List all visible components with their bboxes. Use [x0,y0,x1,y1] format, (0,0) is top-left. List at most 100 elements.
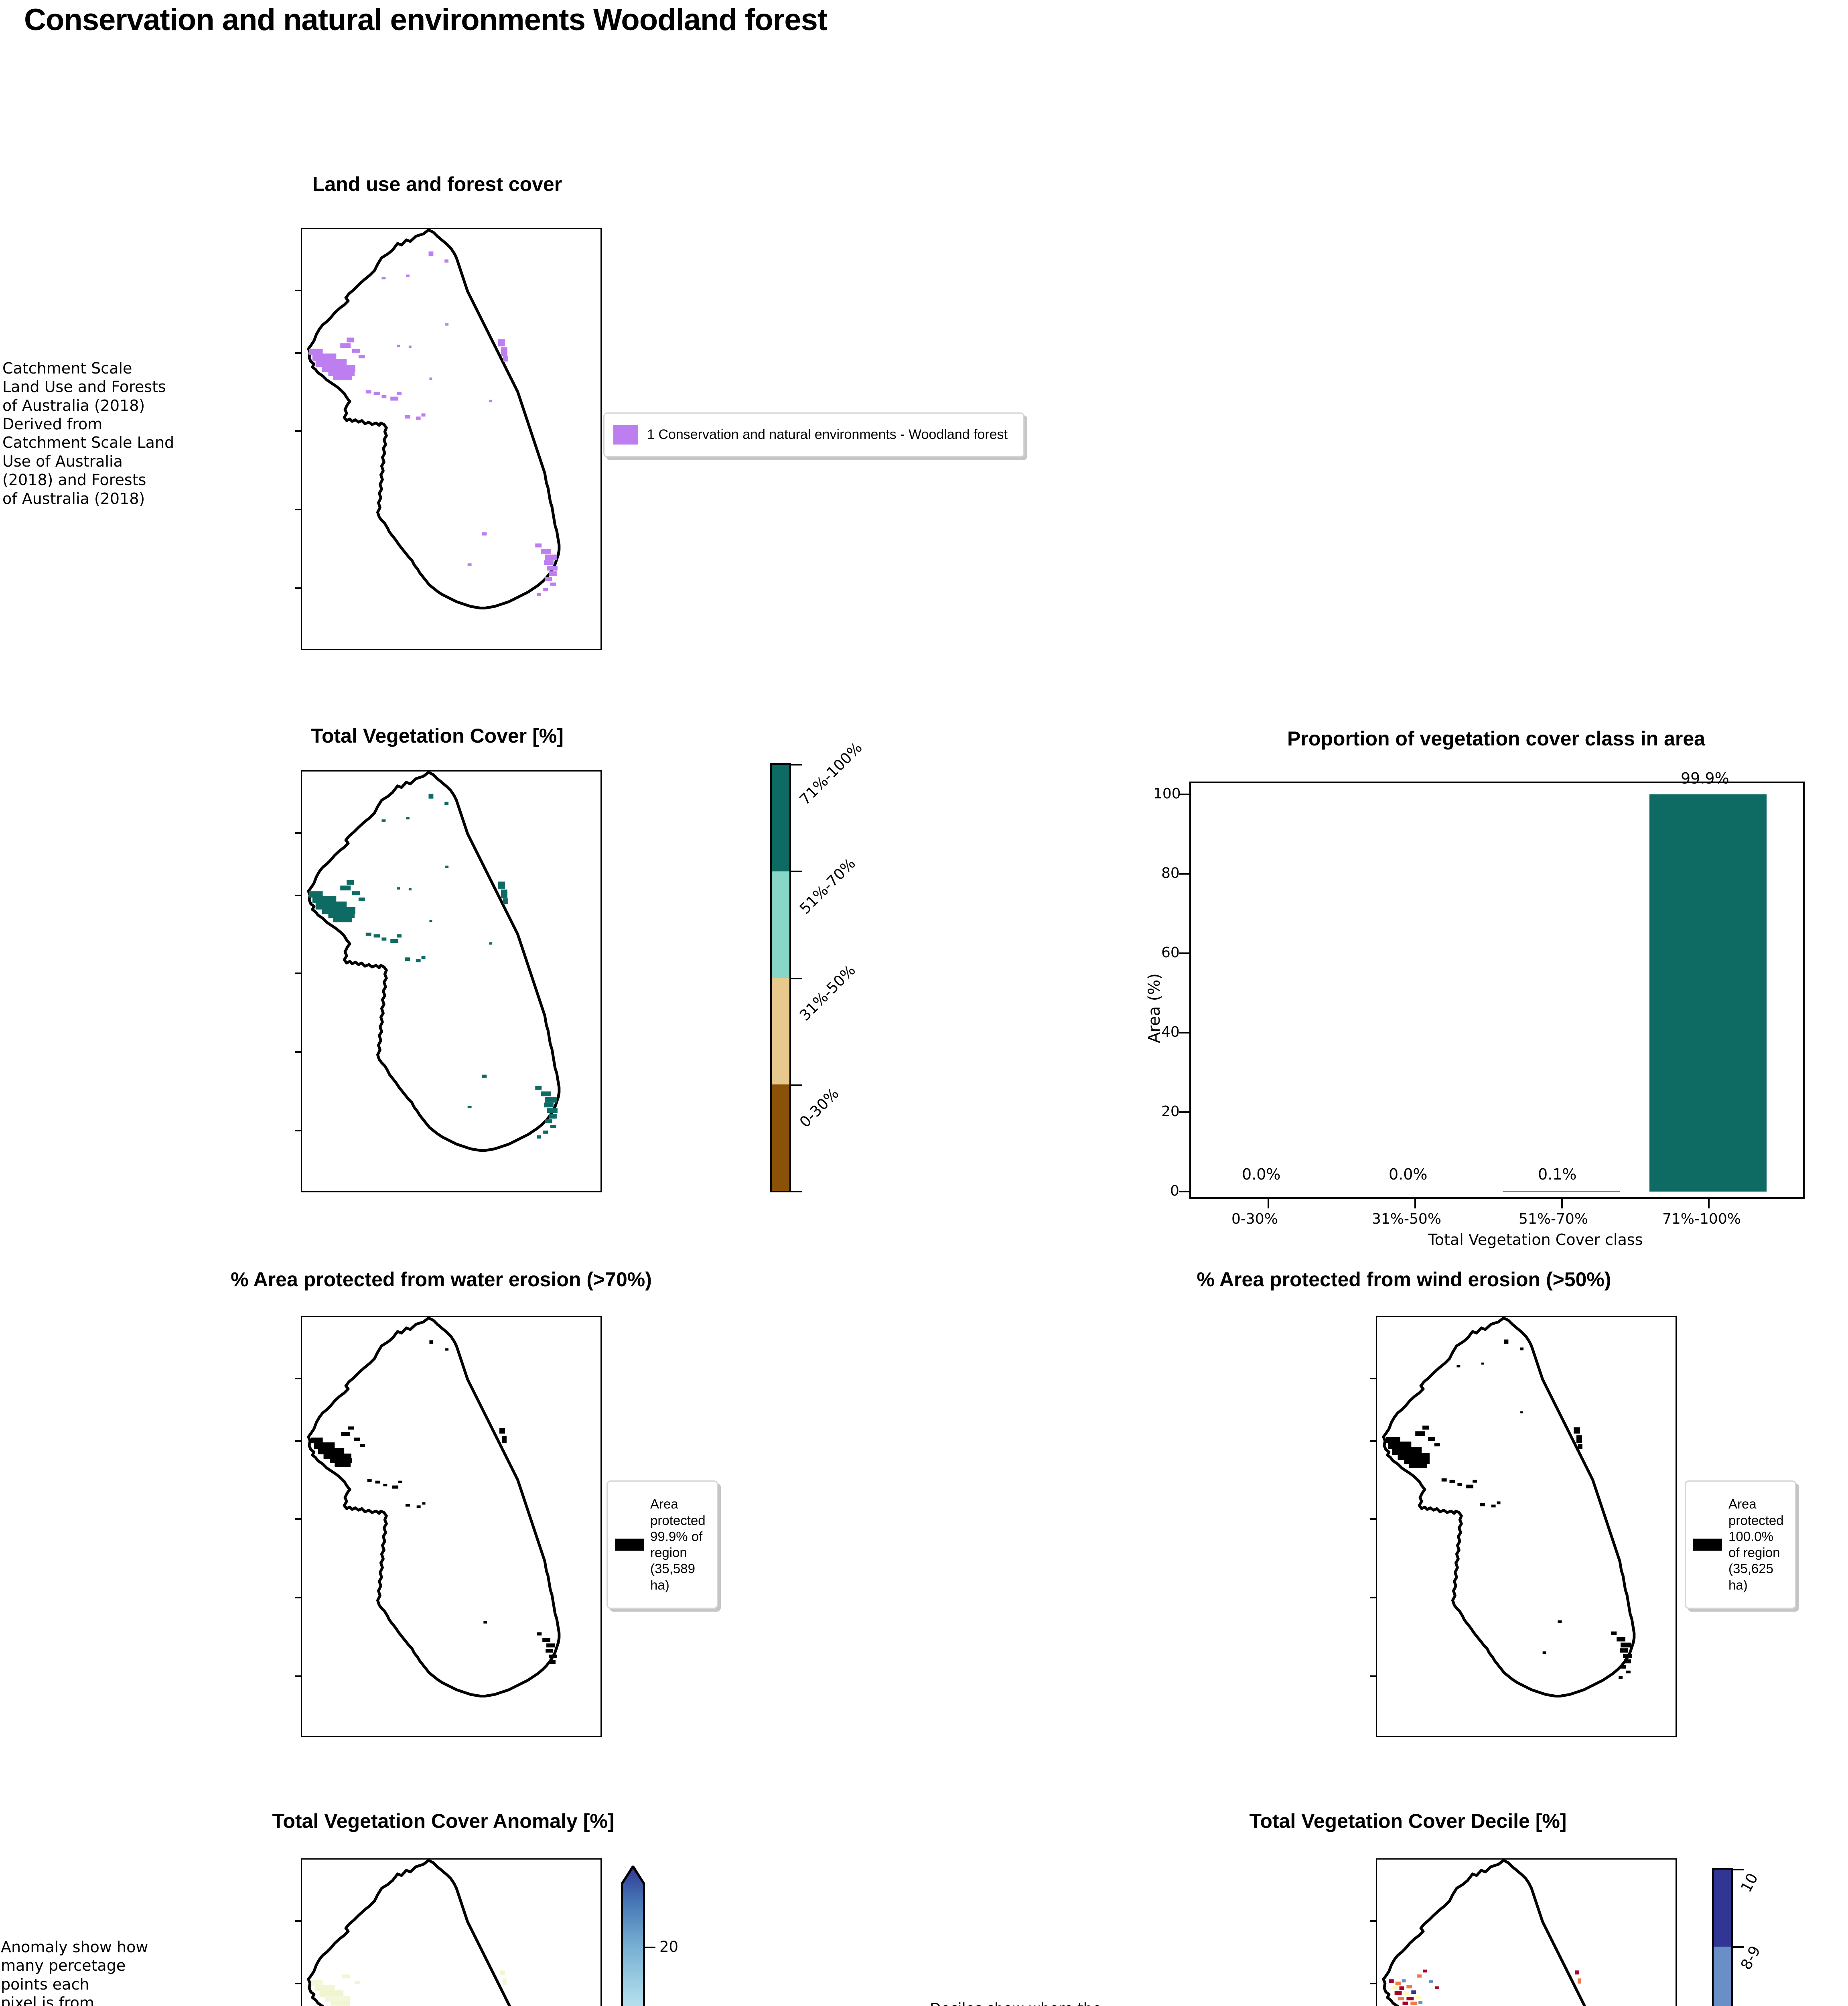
x-tick [1708,1199,1710,1208]
axis-tick [295,895,301,896]
x-tick-label-51-70: 51%-70% [1519,1211,1588,1227]
page-title: Conservation and natural environments Wo… [24,3,828,37]
land-use-map[interactable] [301,228,602,650]
anomaly-map-svg [307,1860,511,2006]
bar-label-51-70: 0.1% [1538,1165,1577,1183]
colorbar-label-31-50: 31%-50% [796,961,859,1024]
land-use-class-pixels [309,251,558,596]
bar-51-70[interactable] [1503,1191,1620,1192]
y-tick [1179,952,1190,954]
colorbar-segment-51-70 [772,871,789,978]
decile-segment-8-9 [1714,1946,1731,2006]
y-tick [1179,1191,1190,1192]
anomaly-tick-20 [645,1947,655,1948]
land-use-map-svg [307,229,561,610]
x-tick [1561,1199,1563,1208]
total-veg-cover-map[interactable] [301,770,602,1192]
colorbar-tick [791,978,802,979]
wind-erosion-panel-title: % Area protected from wind erosion (>50%… [1197,1268,1611,1291]
total-veg-cover-panel-title: Total Vegetation Cover [%] [311,725,564,747]
axis-tick [295,1051,301,1053]
colorbar-segment-0-30 [772,1084,789,1191]
y-tick [1179,873,1190,875]
land-use-legend-label: 1 Conservation and natural environments … [647,427,1008,443]
total-veg-cover-colorbar[interactable] [770,763,791,1192]
axis-tick [295,1130,301,1131]
wind-erosion-legend-label: Area protected 100.0% of region (35,625 … [1728,1496,1784,1592]
anomaly-colorbar-svg [621,1864,645,2006]
axis-tick [1370,1675,1376,1677]
land-use-legend-swatch [613,425,638,445]
axis-tick [295,1675,301,1677]
y-tick-label-20: 20 [1161,1103,1180,1120]
anomaly-tick-label-20: 20 [659,1938,679,1955]
wind-erosion-protected-pixels [1385,1339,1632,1679]
decile-tick-8-9 [1733,1946,1744,1948]
water-erosion-map-svg [307,1317,561,1698]
anomaly-sidenote: Anomaly show how many percetage points e… [1,1938,148,2006]
x-tick [1268,1199,1269,1208]
water-erosion-panel-title: % Area protected from water erosion (>70… [231,1268,652,1291]
axis-tick [1370,1920,1376,1922]
decile-pixels [1389,1969,1581,2005]
total-veg-cover-map-svg [307,772,561,1152]
decile-panel-title: Total Vegetation Cover Decile [%] [1249,1810,1567,1832]
axis-tick [295,973,301,974]
decile-map[interactable] [1376,1858,1677,2006]
y-tick-label-80: 80 [1161,865,1180,881]
y-axis-label: Area (%) [1145,973,1164,1043]
anomaly-pixels [310,1970,507,2006]
x-tick-label-0-30: 0-30% [1231,1211,1278,1227]
colorbar-tick [791,764,802,765]
y-tick-label-60: 60 [1161,944,1180,961]
bar-71-100[interactable] [1649,794,1767,1192]
y-tick-label-0: 0 [1170,1183,1179,1199]
land-use-legend[interactable]: 1 Conservation and natural environments … [603,412,1024,457]
decile-colorbar[interactable] [1712,1868,1733,2006]
axis-tick [295,352,301,354]
axis-tick [295,832,301,834]
wind-erosion-legend-swatch [1693,1539,1722,1551]
axis-tick [1370,1440,1376,1442]
decile-segment-10 [1714,1870,1731,1947]
x-axis-label: Total Vegetation Cover class [1428,1231,1643,1249]
axis-tick [295,1983,301,1984]
decile-tick-10 [1733,1869,1744,1870]
y-tick [1179,1111,1190,1113]
axis-tick [295,430,301,432]
colorbar-tick [791,1084,802,1086]
axis-tick [1370,1983,1376,1984]
x-tick-label-71-100: 71%-100% [1662,1211,1741,1227]
land-use-sidenote: Catchment Scale Land Use and Forests of … [2,359,174,508]
colorbar-tick [791,1191,802,1192]
anomaly-colorbar[interactable] [621,1864,645,2006]
water-erosion-legend-label: Area protected 99.9% of region (35,589 h… [650,1496,706,1592]
axis-tick [1370,1518,1376,1520]
colorbar-tick [791,871,802,872]
colorbar-label-71-100: 71%-100% [796,739,866,808]
y-tick-label-100: 100 [1153,786,1181,802]
bar-label-71-100: 99.9% [1681,770,1729,787]
colorbar-label-51-70: 51%-70% [796,855,859,918]
water-erosion-legend[interactable]: Area protected 99.9% of region (35,589 h… [607,1480,718,1609]
total-veg-cover-pixels [309,794,558,1139]
water-erosion-map[interactable] [301,1316,602,1737]
axis-tick [295,1597,301,1598]
bar-label-0-30: 0.0% [1242,1165,1281,1183]
axis-tick [1370,1378,1376,1379]
axis-tick [295,1378,301,1379]
y-tick-label-40: 40 [1161,1024,1180,1040]
wind-erosion-legend[interactable]: Area protected 100.0% of region (35,625 … [1685,1480,1796,1609]
axis-tick [295,509,301,510]
colorbar-label-0-30: 0-30% [796,1085,842,1131]
axis-tick [295,1920,301,1922]
water-erosion-legend-swatch [615,1539,644,1551]
water-erosion-protected-pixels [310,1340,557,1664]
x-tick-label-31-50: 31%-50% [1372,1211,1442,1227]
y-tick [1179,794,1190,795]
wind-erosion-map[interactable] [1376,1316,1677,1737]
axis-tick [295,587,301,589]
anomaly-map[interactable] [301,1858,602,2006]
decile-map-svg [1382,1860,1586,2006]
decile-label-10: 10 [1737,1870,1762,1895]
